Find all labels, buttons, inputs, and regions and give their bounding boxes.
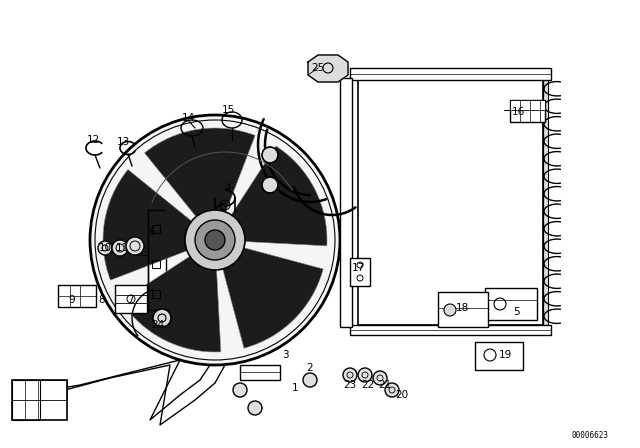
Text: 13: 13 bbox=[116, 137, 130, 147]
Text: 5: 5 bbox=[514, 307, 520, 317]
Text: 7: 7 bbox=[127, 295, 133, 305]
Circle shape bbox=[185, 210, 245, 270]
Wedge shape bbox=[228, 146, 327, 246]
Bar bbox=[510, 100, 545, 122]
Text: 21: 21 bbox=[378, 380, 392, 390]
Text: 10: 10 bbox=[99, 243, 111, 253]
Circle shape bbox=[358, 368, 372, 382]
Circle shape bbox=[112, 240, 128, 256]
Bar bbox=[350, 258, 370, 286]
Circle shape bbox=[90, 115, 340, 365]
Circle shape bbox=[248, 401, 262, 415]
Text: 9: 9 bbox=[68, 295, 76, 305]
Text: 20: 20 bbox=[396, 390, 408, 400]
Circle shape bbox=[444, 304, 456, 316]
Text: 3: 3 bbox=[282, 350, 288, 360]
Bar bbox=[152, 225, 160, 233]
Text: 22: 22 bbox=[362, 380, 374, 390]
Bar bbox=[152, 260, 160, 268]
Wedge shape bbox=[103, 169, 196, 280]
Circle shape bbox=[98, 241, 112, 255]
Bar bbox=[148, 215, 166, 305]
Bar bbox=[350, 68, 551, 80]
Bar bbox=[152, 290, 160, 298]
Text: 8: 8 bbox=[99, 295, 106, 305]
Circle shape bbox=[373, 371, 387, 385]
Bar bbox=[438, 292, 488, 327]
Polygon shape bbox=[308, 55, 348, 82]
Bar bbox=[350, 325, 551, 335]
Text: 18: 18 bbox=[456, 303, 468, 313]
Bar bbox=[58, 285, 96, 307]
Bar bbox=[12, 380, 67, 400]
Bar bbox=[12, 380, 67, 420]
Text: 17: 17 bbox=[351, 263, 365, 273]
Bar bbox=[543, 80, 548, 325]
Text: 14: 14 bbox=[181, 113, 195, 123]
Bar bbox=[115, 295, 147, 303]
Text: 2: 2 bbox=[307, 363, 314, 373]
Text: 4: 4 bbox=[225, 183, 231, 193]
Text: 12: 12 bbox=[86, 135, 100, 145]
Wedge shape bbox=[145, 128, 255, 221]
Wedge shape bbox=[121, 253, 221, 352]
Bar bbox=[485, 288, 537, 320]
Text: 1: 1 bbox=[292, 383, 298, 393]
Text: 6: 6 bbox=[148, 227, 156, 237]
Bar bbox=[115, 285, 147, 313]
Circle shape bbox=[385, 383, 399, 397]
Wedge shape bbox=[221, 246, 323, 348]
Circle shape bbox=[303, 373, 317, 387]
Bar bbox=[240, 365, 280, 380]
Circle shape bbox=[262, 147, 278, 163]
Text: 19: 19 bbox=[499, 350, 511, 360]
Circle shape bbox=[195, 220, 235, 260]
Text: 00006623: 00006623 bbox=[571, 431, 608, 440]
Circle shape bbox=[262, 177, 278, 193]
Text: 16: 16 bbox=[511, 107, 525, 117]
Text: 15: 15 bbox=[221, 105, 235, 115]
Bar bbox=[510, 100, 545, 110]
Circle shape bbox=[233, 383, 247, 397]
Circle shape bbox=[343, 368, 357, 382]
Text: 24: 24 bbox=[152, 320, 164, 330]
Bar bbox=[358, 80, 543, 325]
Bar bbox=[340, 78, 352, 327]
Circle shape bbox=[205, 230, 225, 250]
Bar bbox=[475, 342, 523, 370]
Text: 25: 25 bbox=[312, 63, 324, 73]
Circle shape bbox=[153, 309, 171, 327]
Text: 23: 23 bbox=[344, 380, 356, 390]
Bar bbox=[12, 380, 40, 420]
Text: 11: 11 bbox=[115, 243, 129, 253]
Circle shape bbox=[126, 237, 144, 255]
